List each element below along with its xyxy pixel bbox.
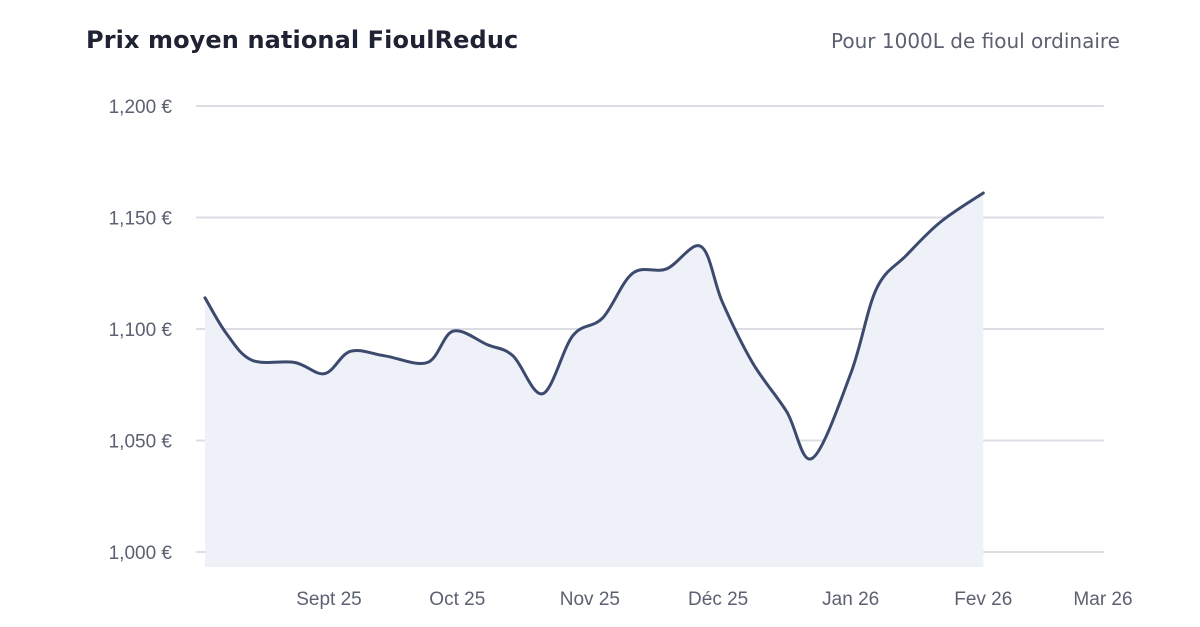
x-tick-label: Déc 25 — [688, 589, 748, 610]
x-tick-label: Jan 26 — [822, 589, 879, 610]
y-tick-label: 1,150 € — [109, 209, 173, 230]
x-tick-label: Mar 26 — [1073, 589, 1132, 610]
y-axis: 1,000 € 1,050 € 1,100 € 1,150 € 1,200 € — [109, 97, 173, 564]
series-line — [203, 191, 985, 461]
y-tick-label: 1,050 € — [109, 432, 173, 453]
area-layer — [203, 191, 985, 567]
x-tick-label: Sept 25 — [296, 589, 362, 610]
chart-title: Prix moyen national FioulReduc — [86, 26, 519, 54]
y-tick-label: 1,100 € — [109, 320, 173, 341]
series-area — [205, 193, 984, 567]
y-tick-label: 1,000 € — [109, 543, 173, 564]
y-tick-label: 1,200 € — [109, 97, 173, 118]
x-tick-label: Fev 26 — [954, 589, 1012, 610]
chart-subtitle: Pour 1000L de fioul ordinaire — [831, 29, 1120, 53]
x-tick-label: Nov 25 — [560, 589, 620, 610]
x-axis: Sept 25 Oct 25 Nov 25 Déc 25 Jan 26 Fev 26 Mar… — [296, 589, 1132, 610]
x-tick-label: Oct 25 — [429, 589, 485, 610]
